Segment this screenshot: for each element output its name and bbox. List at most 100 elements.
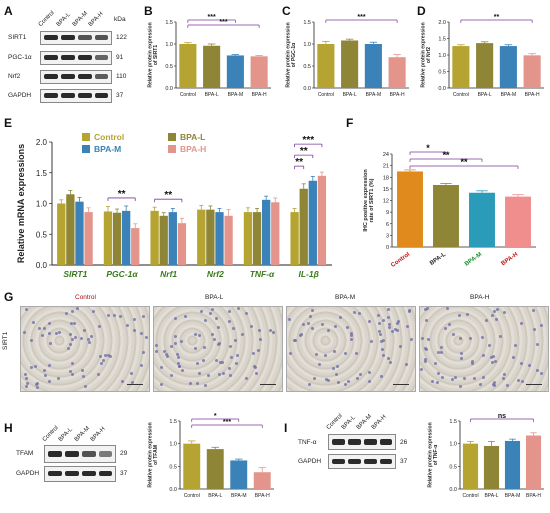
- cell-nucleus: [214, 359, 218, 363]
- cell-nucleus: [139, 331, 143, 335]
- legend-swatch: [168, 145, 176, 153]
- cell-nucleus: [203, 319, 207, 323]
- y-tick-label: 12: [383, 199, 389, 205]
- cell-nucleus: [121, 380, 125, 384]
- cell-nucleus: [125, 324, 129, 328]
- lane-label: BPA-M: [355, 413, 374, 431]
- cell-nucleus: [218, 373, 222, 377]
- cell-nucleus: [478, 383, 482, 387]
- cell-nucleus: [406, 324, 410, 328]
- bar: [206, 449, 224, 489]
- cell-nucleus: [99, 361, 103, 365]
- cell-nucleus: [331, 366, 335, 370]
- blot-strip: [40, 31, 112, 45]
- cell-nucleus: [439, 345, 443, 349]
- sig-label: ***: [219, 19, 227, 26]
- cell-nucleus: [103, 354, 107, 358]
- bar: [66, 194, 75, 265]
- cell-nucleus: [256, 348, 260, 352]
- cell-nucleus: [380, 347, 384, 351]
- x-tick-label: BPA-M: [464, 252, 483, 268]
- y-axis-label-line: rate of SIRT1 (%): [369, 178, 375, 222]
- lane-label: BPA-H: [87, 11, 105, 28]
- cell-nucleus: [426, 338, 430, 342]
- x-tick-label: BPA-M: [501, 92, 516, 98]
- chart-d: 0.0 0.5 1.0 1.5 2.0 Relative protein expressi…: [420, 14, 544, 98]
- x-tick-label: SIRT1: [63, 269, 87, 279]
- bar: [525, 435, 542, 489]
- y-axis-label-line: Relative protein expression: [285, 22, 291, 87]
- y-tick-label: 1.5: [303, 20, 311, 26]
- cell-nucleus: [407, 308, 411, 312]
- cell-nucleus: [197, 372, 201, 376]
- y-axis-label: IHC positive expressionrate of SIRT1 (%): [363, 169, 375, 232]
- panel-label-e: E: [4, 116, 13, 130]
- y-axis-label: Relative protein expressionof TNF-α: [427, 422, 439, 487]
- cell-nucleus: [301, 322, 305, 326]
- lane-label: Control: [41, 425, 60, 443]
- cell-nucleus: [503, 373, 507, 377]
- ihc-group-label: Control: [75, 294, 96, 301]
- cell-nucleus: [378, 322, 382, 326]
- cell-nucleus: [423, 346, 427, 350]
- chart-c: 0.0 0.5 1.0 1.5 Relative protein expressiono…: [285, 14, 409, 98]
- blot-row-label: TFAM: [16, 450, 34, 457]
- cell-nucleus: [425, 319, 428, 323]
- cell-nucleus: [445, 307, 449, 311]
- bar: [271, 202, 280, 265]
- cell-nucleus: [58, 331, 62, 334]
- y-tick-label: 0.0: [169, 487, 177, 493]
- cell-nucleus: [430, 380, 434, 384]
- cell-nucleus: [174, 341, 178, 345]
- panel-label-a: A: [4, 4, 13, 18]
- cell-nucleus: [368, 320, 371, 324]
- cell-nucleus: [218, 341, 222, 345]
- cell-nucleus: [47, 321, 51, 325]
- kda-value: 122: [116, 34, 127, 41]
- cell-nucleus: [355, 377, 359, 381]
- cell-nucleus: [92, 309, 96, 313]
- cell-nucleus: [176, 362, 180, 366]
- cell-nucleus: [83, 384, 87, 388]
- panel-label-g: G: [4, 290, 14, 304]
- cell-nucleus: [249, 325, 253, 329]
- bar: [397, 171, 423, 247]
- cell-nucleus: [203, 346, 207, 350]
- cell-nucleus: [420, 368, 424, 372]
- cell-nucleus: [460, 357, 464, 361]
- cell-nucleus: [399, 345, 403, 349]
- cell-nucleus: [380, 374, 384, 378]
- y-axis-label-line: of SIRT1: [153, 45, 159, 65]
- bar: [250, 56, 268, 88]
- cell-nucleus: [482, 375, 486, 379]
- cell-nucleus: [197, 334, 201, 338]
- x-tick-label: BPA-L: [484, 493, 498, 499]
- bar: [308, 180, 317, 265]
- cell-nucleus: [458, 313, 462, 317]
- bar: [203, 45, 221, 88]
- cell-nucleus: [381, 339, 385, 343]
- cell-nucleus: [99, 354, 103, 358]
- lane-label: Control: [325, 413, 344, 431]
- cell-nucleus: [81, 375, 85, 379]
- cell-nucleus: [492, 355, 496, 359]
- cell-nucleus: [194, 333, 198, 337]
- cell-nucleus: [470, 362, 474, 365]
- y-tick-label: 24: [383, 152, 389, 158]
- cell-nucleus: [176, 355, 180, 359]
- y-tick-label: 21: [383, 164, 389, 170]
- blot-strip: [328, 454, 396, 469]
- cell-nucleus: [539, 372, 543, 376]
- cell-nucleus: [333, 324, 337, 328]
- cell-nucleus: [349, 331, 353, 335]
- bar: [179, 44, 197, 88]
- y-axis-label-line: Relative protein expression: [427, 422, 433, 487]
- bar: [122, 210, 131, 265]
- cell-nucleus: [54, 331, 58, 335]
- sig-label: ***: [357, 14, 365, 21]
- cell-nucleus: [108, 355, 112, 359]
- y-tick-label: 0.5: [36, 230, 48, 239]
- cell-nucleus: [460, 351, 464, 355]
- cell-nucleus: [387, 308, 391, 312]
- scale-bar: [260, 384, 276, 385]
